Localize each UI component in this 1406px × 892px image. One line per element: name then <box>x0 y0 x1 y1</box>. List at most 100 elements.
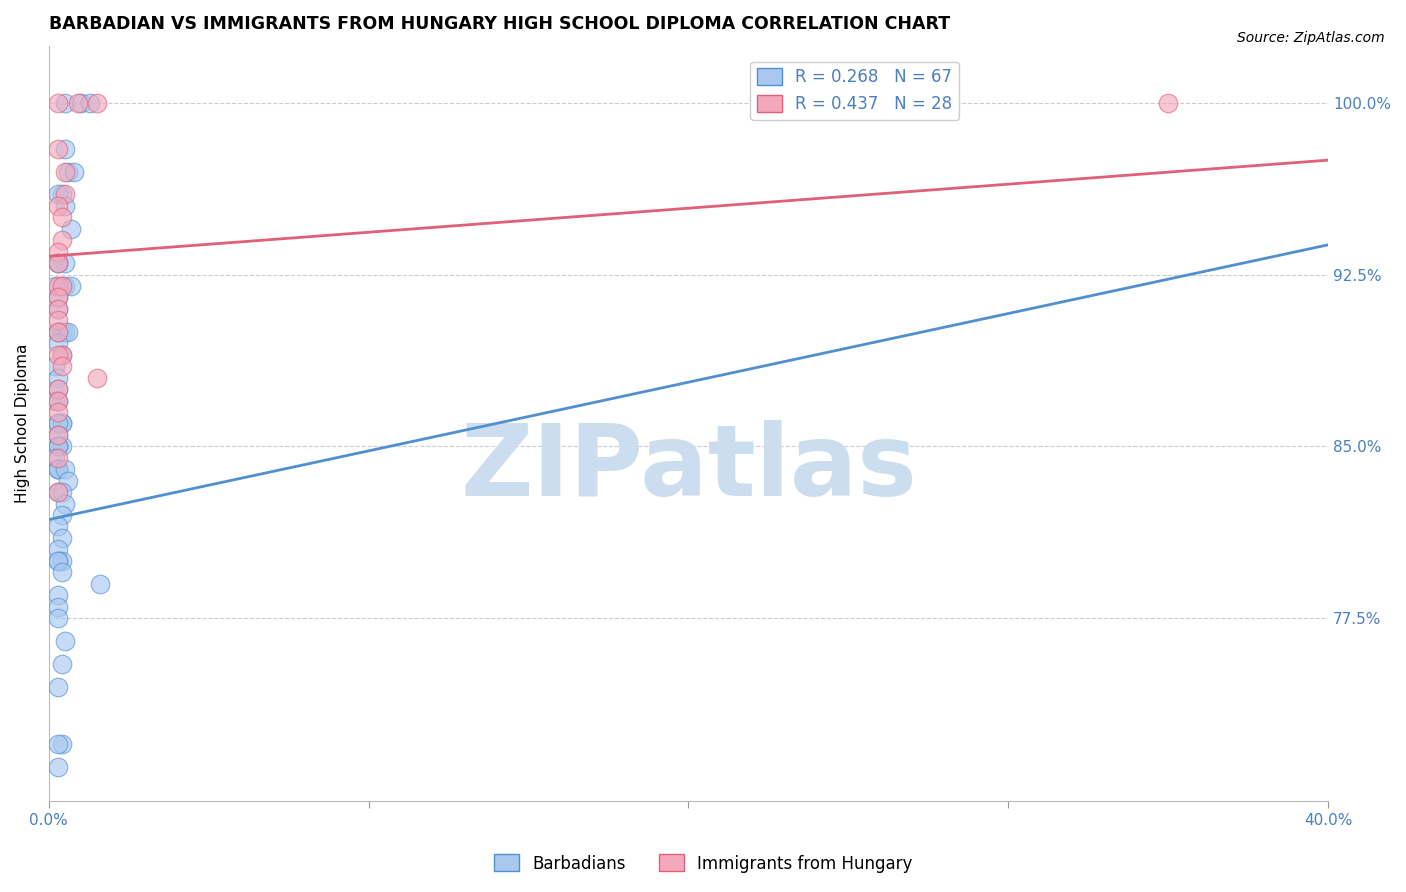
Point <box>46 439 69 453</box>
Point <box>46 348 69 362</box>
Point <box>56 164 79 178</box>
Point <box>46 199 69 213</box>
Point <box>46 142 69 156</box>
Point <box>46 737 69 751</box>
Point <box>51 485 73 500</box>
Point <box>53 187 76 202</box>
Point <box>46 439 69 453</box>
Point <box>46 680 69 694</box>
Text: BARBADIAN VS IMMIGRANTS FROM HUNGARY HIGH SCHOOL DIPLOMA CORRELATION CHART: BARBADIAN VS IMMIGRANTS FROM HUNGARY HIG… <box>49 15 950 33</box>
Point <box>69 95 91 110</box>
Point <box>46 256 69 270</box>
Point <box>53 164 76 178</box>
Point <box>46 370 69 384</box>
Point <box>51 565 73 579</box>
Point <box>46 462 69 476</box>
Point <box>46 554 69 568</box>
Point <box>46 554 69 568</box>
Point <box>53 142 76 156</box>
Point <box>51 348 73 362</box>
Point <box>53 279 76 293</box>
Point <box>66 95 89 110</box>
Text: ZIPatlas: ZIPatlas <box>460 420 917 517</box>
Point <box>56 474 79 488</box>
Point <box>46 439 69 453</box>
Point <box>46 450 69 465</box>
Point <box>46 485 69 500</box>
Point <box>63 164 86 178</box>
Point <box>51 417 73 431</box>
Point <box>46 417 69 431</box>
Point <box>46 291 69 305</box>
Point <box>46 485 69 500</box>
Point <box>46 313 69 327</box>
Point <box>53 633 76 648</box>
Point <box>51 233 73 247</box>
Point <box>79 95 101 110</box>
Point <box>51 279 73 293</box>
Point <box>46 291 69 305</box>
Point <box>86 370 108 384</box>
Point <box>51 325 73 339</box>
Legend: R = 0.268   N = 67, R = 0.437   N = 28: R = 0.268 N = 67, R = 0.437 N = 28 <box>751 62 959 120</box>
Point <box>51 348 73 362</box>
Point <box>46 760 69 774</box>
Point <box>53 462 76 476</box>
Point <box>46 325 69 339</box>
Point <box>46 325 69 339</box>
Point <box>46 462 69 476</box>
Point <box>46 405 69 419</box>
Point <box>46 382 69 396</box>
Point <box>53 256 76 270</box>
Point <box>51 279 73 293</box>
Point <box>51 187 73 202</box>
Point <box>53 95 76 110</box>
Point <box>46 462 69 476</box>
Point <box>46 611 69 625</box>
Point <box>46 95 69 110</box>
Point <box>46 301 69 316</box>
Point <box>46 256 69 270</box>
Legend: Barbadians, Immigrants from Hungary: Barbadians, Immigrants from Hungary <box>486 847 920 880</box>
Text: Source: ZipAtlas.com: Source: ZipAtlas.com <box>1237 31 1385 45</box>
Point <box>51 737 73 751</box>
Point <box>46 588 69 602</box>
Point <box>86 95 108 110</box>
Point <box>89 576 111 591</box>
Point <box>46 382 69 396</box>
Point <box>46 427 69 442</box>
Point <box>51 359 73 374</box>
Point <box>51 508 73 522</box>
Point <box>46 256 69 270</box>
Point <box>53 496 76 510</box>
Point <box>56 325 79 339</box>
Point <box>46 187 69 202</box>
Point <box>46 393 69 408</box>
Point <box>44 450 66 465</box>
Point <box>46 325 69 339</box>
Point <box>46 519 69 533</box>
Point <box>60 222 83 236</box>
Point <box>51 417 73 431</box>
Point <box>44 279 66 293</box>
Point <box>46 542 69 557</box>
Point <box>51 439 73 453</box>
Point <box>51 554 73 568</box>
Point <box>46 417 69 431</box>
Point <box>44 393 66 408</box>
Point <box>46 427 69 442</box>
Point <box>46 301 69 316</box>
Point <box>51 211 73 225</box>
Point <box>46 279 69 293</box>
Point <box>46 393 69 408</box>
Y-axis label: High School Diploma: High School Diploma <box>15 343 30 503</box>
Point <box>53 325 76 339</box>
Point <box>51 657 73 671</box>
Point <box>51 531 73 545</box>
Point <box>46 336 69 351</box>
Point <box>60 279 83 293</box>
Point <box>44 359 66 374</box>
Point <box>46 599 69 614</box>
Point <box>46 244 69 259</box>
Point <box>53 199 76 213</box>
